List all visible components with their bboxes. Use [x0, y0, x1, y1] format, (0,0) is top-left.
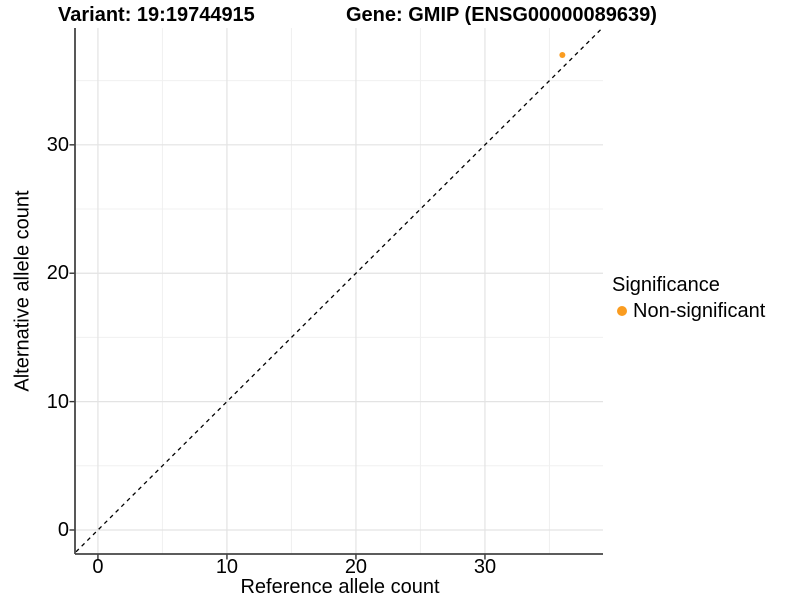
variant-title: Variant: 19:19744915 [58, 4, 255, 26]
data-point [559, 51, 566, 58]
y-tick-label: 10 [46, 390, 69, 413]
x-tick-label: 10 [215, 556, 239, 578]
legend-title: Significance [612, 274, 720, 296]
x-tick-label: 20 [344, 556, 368, 578]
legend-item-label: Non-significant [633, 300, 766, 322]
y-axis-title: Alternative allele count [11, 190, 34, 392]
x-axis-title: Reference allele count [240, 576, 440, 598]
legend: Significance Non-significant [612, 274, 765, 323]
legend-item: Non-significant [612, 299, 765, 323]
y-tick-label: 30 [46, 133, 69, 156]
y-tick-label: 20 [46, 262, 69, 285]
x-tick-label: 30 [473, 556, 497, 578]
legend-items: Non-significant [612, 299, 765, 323]
gene-title: Gene: GMIP (ENSG00000089639) [346, 4, 657, 26]
identity-line [75, 27, 603, 553]
x-tick-label: 0 [92, 556, 104, 578]
legend-point-icon [617, 306, 627, 316]
y-tick-label: 0 [57, 518, 69, 541]
